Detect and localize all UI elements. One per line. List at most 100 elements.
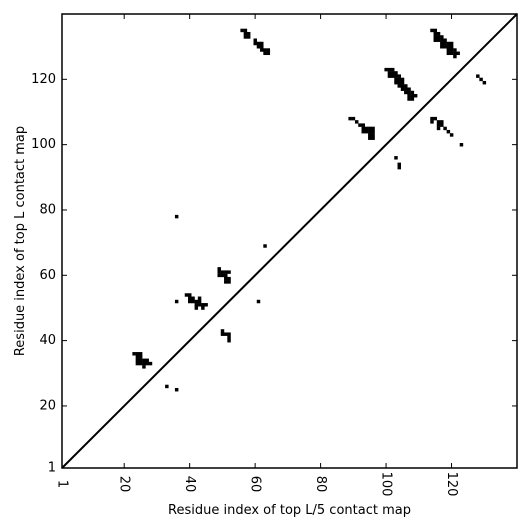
contact-point-lower	[135, 361, 140, 366]
contact-point-upper	[449, 48, 454, 52]
contact-point-lower	[220, 270, 225, 274]
x-tick-label: 1	[55, 480, 70, 488]
contact-point-lower	[145, 361, 149, 366]
contact-point-upper	[433, 116, 438, 121]
contact-point-upper	[430, 28, 434, 33]
contact-point-upper	[256, 45, 261, 49]
contact-point-upper	[397, 77, 401, 82]
contact-point-lower	[135, 355, 140, 359]
contact-point-upper	[440, 123, 444, 127]
contact-point-lower	[197, 303, 202, 307]
plot-frame	[61, 13, 518, 469]
contact-point-lower	[217, 267, 221, 271]
contact-point-lower	[227, 270, 231, 274]
y-tick-label: 80	[39, 202, 56, 217]
contact-point-upper	[246, 35, 251, 39]
contact-point-lower	[138, 352, 143, 356]
contact-point-upper	[368, 136, 372, 140]
contact-point-upper	[390, 67, 395, 72]
contact-point-upper	[449, 133, 454, 137]
contact-point-upper	[253, 38, 257, 42]
contact-point-upper	[397, 74, 401, 78]
x-tick-label: 100	[379, 472, 394, 497]
contact-point-upper	[449, 41, 454, 46]
y-tick-label: 20	[39, 398, 56, 413]
contact-point-upper	[407, 94, 411, 98]
contact-point-upper	[246, 31, 251, 36]
contact-point-upper	[394, 74, 398, 78]
contact-point-upper	[410, 94, 415, 98]
contact-point-upper	[263, 51, 267, 56]
x-tick-label: 20	[117, 476, 132, 493]
contact-point-upper	[256, 41, 261, 46]
contact-point-upper	[371, 136, 375, 140]
contact-point-upper	[482, 80, 487, 85]
contact-point-upper	[436, 38, 441, 42]
contact-point-upper	[371, 133, 375, 137]
contact-point-lower	[142, 361, 146, 366]
contact-point-lower	[188, 293, 192, 297]
contact-point-upper	[456, 51, 460, 56]
contact-point-upper	[440, 41, 444, 46]
contact-point-lower	[194, 306, 199, 310]
x-axis-label: Residue index of top L/5 contact map	[168, 503, 411, 518]
diagonal-line	[61, 13, 518, 469]
contact-point-upper	[266, 48, 271, 52]
contact-point-upper	[397, 162, 401, 167]
contact-point-upper	[430, 116, 434, 121]
contact-point-upper	[443, 41, 447, 46]
contact-point-upper	[476, 74, 480, 78]
contact-point-upper	[260, 41, 264, 46]
contact-point-upper	[394, 71, 398, 75]
contact-point-lower	[138, 358, 143, 363]
contact-point-lower	[184, 293, 189, 297]
contact-point-upper	[364, 129, 369, 134]
contact-point-upper	[433, 28, 438, 33]
contact-point-upper	[243, 31, 248, 36]
contact-point-upper	[436, 31, 441, 36]
contact-point-upper	[449, 51, 454, 56]
contact-point-upper	[443, 38, 447, 42]
contact-point-upper	[243, 35, 248, 39]
y-tick-label: 120	[31, 72, 56, 87]
contact-point-lower	[194, 303, 199, 307]
contact-point-lower	[197, 299, 202, 304]
contact-point-upper	[358, 123, 362, 127]
contact-point-upper	[361, 126, 365, 131]
contact-point-lower	[142, 365, 146, 369]
contact-point-upper	[368, 126, 372, 131]
y-axis-label: Residue index of top L contact map	[13, 126, 28, 356]
contact-point-upper	[240, 28, 244, 33]
contact-point-upper	[348, 116, 352, 121]
contact-point-upper	[440, 38, 444, 42]
contact-point-upper	[394, 77, 398, 82]
contact-point-upper	[260, 45, 264, 49]
contact-point-upper	[400, 77, 405, 82]
contact-point-upper	[364, 126, 369, 131]
contact-point-lower	[256, 299, 261, 304]
contact-point-upper	[433, 35, 438, 39]
contact-point-upper	[354, 120, 359, 124]
contact-point-lower	[227, 276, 231, 281]
contact-point-upper	[407, 97, 411, 101]
contact-point-lower	[197, 296, 202, 300]
contact-point-upper	[368, 129, 372, 134]
contact-point-upper	[387, 67, 392, 72]
contact-point-upper	[449, 45, 454, 49]
contact-point-lower	[138, 355, 143, 359]
contact-point-upper	[266, 51, 271, 56]
contact-point-lower	[201, 306, 205, 310]
contact-point-lower	[224, 276, 228, 281]
contact-point-lower	[220, 273, 225, 278]
contact-point-lower	[227, 280, 231, 284]
contact-point-lower	[191, 299, 195, 304]
contact-point-upper	[404, 90, 408, 95]
contact-point-lower	[201, 303, 205, 307]
contact-point-upper	[253, 41, 257, 46]
contact-point-upper	[433, 31, 438, 36]
contact-points	[132, 28, 487, 392]
contact-point-upper	[397, 165, 401, 170]
contact-point-lower	[220, 332, 225, 336]
contact-point-lower	[138, 361, 143, 366]
